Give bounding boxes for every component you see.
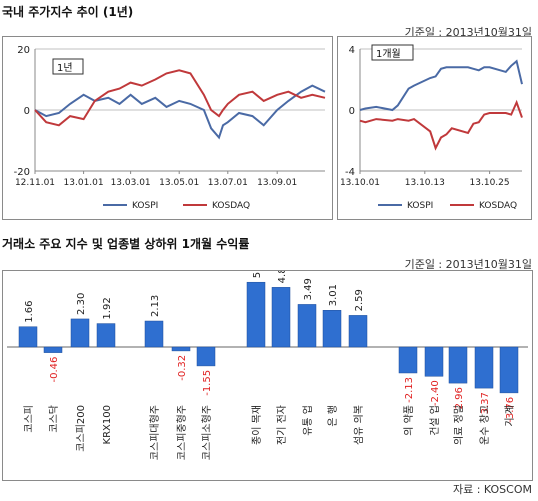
y-tick-label: 0 — [349, 106, 355, 117]
period-tag-box — [52, 58, 84, 75]
section2-base-date: 기준일 : 2013년10월31일 — [404, 258, 532, 271]
bar-chart-svg: 1.66 코스피 -0.46 코스닥 2.30 코스피200 1.92 KRX100 2.13 코… — [7, 256, 528, 460]
y-tick-label: 20 — [17, 45, 30, 56]
category-label: 코스피대형주 — [149, 405, 161, 460]
section1-title: 국내 주가지수 추이 (1년) — [2, 5, 134, 19]
bar — [398, 346, 418, 374]
data-label: 3.37 — [480, 392, 491, 414]
category-label: 은 행 — [327, 405, 339, 427]
y-tick-label: 0 — [24, 106, 30, 117]
bar — [271, 287, 291, 348]
data-label: 1.92 — [102, 297, 113, 319]
y-tick-label: -4 — [345, 167, 355, 178]
section1-base-date: 기준일 : 2013년10월31일 — [404, 26, 532, 39]
x-tick-label: 13.09.01 — [257, 178, 297, 188]
category-label: 코스피200 — [75, 405, 87, 452]
period-tag-box — [371, 44, 414, 61]
bar — [448, 346, 468, 384]
x-tick-label: 13.10.25 — [470, 178, 510, 188]
category-label: 유통 업 — [301, 405, 314, 436]
category-label: 코스피중형주 — [176, 405, 188, 460]
data-label: 2.30 — [76, 293, 87, 315]
category-label: 섬유 의복 — [353, 405, 365, 445]
series-line-kospi — [359, 59, 523, 112]
series-line-kosdaq — [359, 99, 523, 151]
bar — [144, 320, 164, 348]
x-tick-label: 12.11.01 — [15, 178, 55, 188]
bar — [499, 346, 519, 394]
source-note: 자료 : KOSCOM — [452, 483, 532, 496]
bar — [424, 346, 444, 377]
period-tag: 1개월 — [376, 48, 401, 60]
x-tick-label: 13.10.01 — [340, 178, 380, 188]
data-label: 2.59 — [354, 289, 365, 311]
data-label: 3.49 — [303, 278, 314, 300]
data-label: 3.01 — [328, 284, 339, 306]
x-tick-label: 13.03.01 — [111, 178, 151, 188]
category-label: 의료 정밀 — [453, 405, 465, 445]
category-label: 의 약품 — [403, 405, 415, 436]
legend-label-kospi: KOSPI — [407, 201, 433, 211]
legend-label-kosdaq: KOSDAQ — [479, 201, 517, 211]
category-label: 코스피소형주 — [201, 405, 213, 460]
data-label: -3.76 — [505, 397, 516, 423]
bar — [70, 318, 90, 348]
bar — [196, 346, 216, 367]
section2-title: 거래소 주요 지수 및 업종별 상하위 1개월 수익률 — [2, 237, 250, 251]
x-tick-label: 13.05.01 — [159, 178, 199, 188]
bar — [18, 326, 38, 348]
bar — [297, 304, 317, 348]
data-label: 2.96 — [454, 387, 465, 409]
bar — [43, 346, 63, 353]
x-tick-label: 13.01.01 — [64, 178, 104, 188]
data-label: 5.31 — [252, 271, 263, 278]
bar — [96, 323, 116, 348]
data-label: -0.32 — [177, 355, 188, 381]
category-label: 기 계 — [504, 405, 516, 427]
kospi-kosdaq-1m-chart: -4 0 4 13.10.01 13.10.13 13.10.25 1개월 KOSPI KOSD… — [337, 36, 532, 220]
bar — [348, 315, 368, 348]
y-tick-label: -20 — [14, 167, 30, 178]
category-label: 코스닥 — [48, 405, 60, 433]
category-label: 코스피 — [23, 405, 35, 433]
category-label: 전기 전자 — [276, 405, 288, 445]
x-tick-label: 13.07.01 — [208, 178, 248, 188]
category-label: 건설 업 — [428, 405, 441, 436]
data-label: 1.66 — [24, 300, 35, 322]
returns-bar-chart: 1.66 코스피 -0.46 코스닥 2.30 코스피200 1.92 KRX100 2.13 코… — [2, 256, 533, 481]
period-tag: 1년 — [57, 62, 73, 74]
chart-1m-svg: -4 0 4 13.10.01 13.10.13 13.10.25 1개월 KOSPI KOSD… — [340, 44, 523, 211]
kospi-kosdaq-1y-chart: -20 0 20 12.11.01 13.01.01 13.03.01 13.05.01 13… — [2, 36, 333, 220]
series-line-kosdaq — [34, 69, 326, 127]
bar — [171, 346, 191, 352]
bar — [246, 281, 266, 348]
data-label: 2.13 — [150, 295, 161, 317]
series-line-kospi — [34, 84, 326, 140]
legend-label-kosdaq: KOSDAQ — [212, 201, 250, 211]
data-label: -0.46 — [49, 357, 60, 383]
category-label: KRX100 — [102, 405, 113, 444]
category-label: 운수 창고 — [479, 405, 491, 445]
data-label: -1.55 — [202, 370, 213, 396]
data-label: -2.13 — [404, 377, 415, 403]
bar — [322, 310, 342, 348]
bar — [474, 346, 494, 389]
data-label: 4.89 — [277, 271, 288, 283]
legend-label-kospi: KOSPI — [132, 201, 158, 211]
category-label: 종이 목재 — [251, 405, 263, 445]
chart-1y-svg: -20 0 20 12.11.01 13.01.01 13.03.01 13.05.01 13… — [14, 45, 326, 211]
data-label: -2.40 — [430, 380, 441, 406]
x-tick-label: 13.10.13 — [405, 178, 445, 188]
y-tick-label: 4 — [349, 45, 355, 56]
